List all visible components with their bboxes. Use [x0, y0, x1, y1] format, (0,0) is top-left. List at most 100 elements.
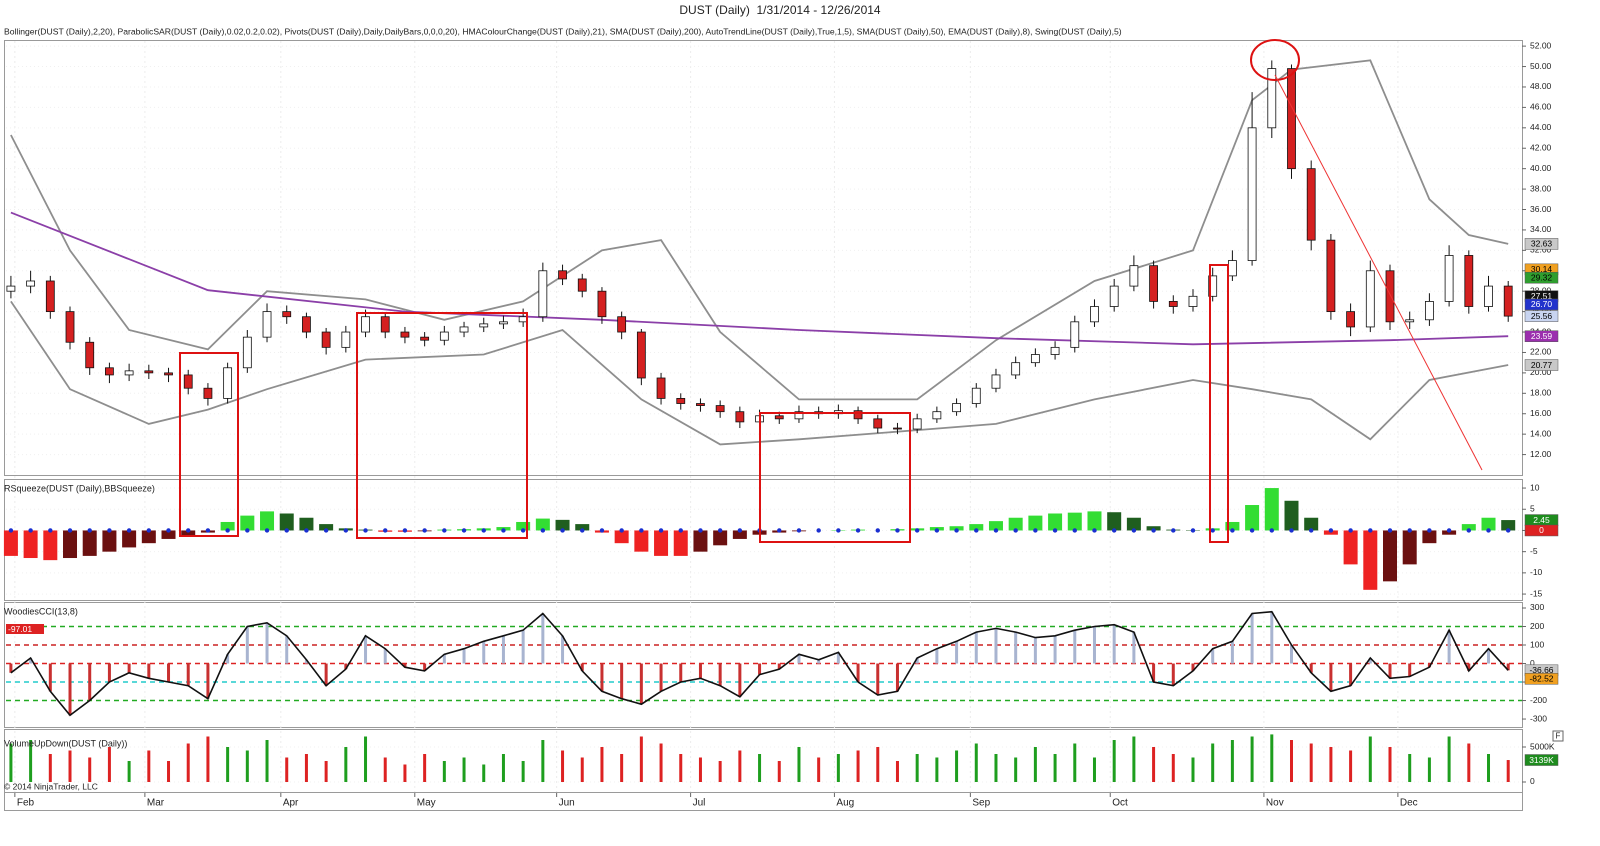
squeeze-box [1209, 264, 1229, 543]
volume-bar [324, 761, 328, 782]
volume-bar [777, 761, 781, 782]
squeeze-dot [914, 528, 920, 533]
volume-bar [856, 750, 860, 782]
volume-bar [1112, 740, 1116, 782]
squeeze-dot [1190, 528, 1196, 533]
cci-bar [1447, 630, 1451, 664]
candle-body [538, 270, 548, 318]
cci-bar [265, 622, 269, 664]
value-tag [1524, 271, 1559, 284]
squeeze-bar [279, 513, 294, 531]
squeeze-dot [422, 528, 427, 533]
cci-bar [797, 654, 801, 664]
candle-body [499, 321, 508, 325]
squeeze-dot [67, 528, 73, 533]
volume-bar [521, 761, 525, 782]
panel-title: WoodiesCCI(13,8) [4, 606, 78, 616]
volume-bar [1191, 757, 1195, 782]
squeeze-bar [141, 530, 156, 544]
candle-body [1385, 270, 1395, 323]
squeeze-dot [698, 528, 703, 533]
squeeze-dot [1072, 528, 1077, 533]
cci-bar [561, 635, 565, 664]
y-tick-label: 28.00 [1530, 285, 1552, 295]
candle-body [1188, 295, 1198, 307]
cci-bar [344, 663, 348, 670]
squeeze-bar [122, 530, 137, 548]
squeeze-dot [816, 528, 821, 533]
candle-body [1208, 275, 1218, 297]
squeeze-bar [23, 530, 38, 559]
value-tag-label: 30.14 [1531, 264, 1553, 274]
candle-body [105, 367, 114, 376]
squeeze-dot [48, 528, 53, 533]
squeeze-dot [1348, 528, 1353, 533]
volume-bar [955, 750, 959, 782]
cci-bar [285, 635, 289, 664]
squeeze-dot [383, 528, 388, 533]
squeeze-dot [501, 528, 506, 533]
cci-bar [1014, 632, 1018, 664]
y-tick-label: 10 [1530, 482, 1540, 492]
cci-bar [777, 663, 781, 670]
cci-bar [580, 663, 584, 671]
y-tick-label: 44.00 [1530, 122, 1552, 132]
volume-bar [1152, 747, 1156, 782]
squeeze-bar [1383, 530, 1398, 582]
volume-bar [1171, 754, 1175, 782]
cci-bar [1112, 624, 1116, 664]
squeeze-dot [520, 528, 526, 533]
volume-bar [718, 761, 722, 782]
squeeze-dot [1092, 528, 1097, 533]
value-tag [1524, 310, 1559, 322]
candle-body [65, 311, 75, 343]
candle-body [85, 341, 95, 369]
volume-bar [1033, 747, 1037, 782]
squeeze-dot [1289, 528, 1294, 533]
volume-bar [29, 740, 33, 782]
cci-bar [1309, 663, 1313, 673]
squeeze-bar [732, 530, 747, 539]
candle-body [459, 326, 469, 333]
candle-body [144, 370, 154, 374]
squeeze-dot [1368, 528, 1373, 533]
squeeze-dot [1111, 528, 1117, 533]
y-tick-label: 34.00 [1530, 224, 1552, 234]
squeeze-dot [1328, 528, 1334, 533]
squeeze-dot [1151, 528, 1156, 533]
volume-bar [797, 747, 801, 782]
candle-body [321, 331, 331, 348]
volume-bar [245, 750, 249, 782]
y-tick-label: 38.00 [1530, 183, 1552, 193]
squeeze-dot [737, 528, 743, 533]
squeeze-bar [1284, 500, 1299, 531]
volume-bar [541, 740, 545, 782]
squeeze-dot [796, 528, 802, 533]
candle-body [617, 316, 627, 333]
x-tick-label: Dec [1400, 798, 1418, 809]
cci-bar [1132, 632, 1136, 664]
value-tag-label: 23.59 [1531, 331, 1553, 341]
y-tick-label: 46.00 [1530, 102, 1552, 112]
squeeze-dot [28, 528, 33, 533]
cci-bar [758, 663, 762, 675]
cci-bar [659, 663, 663, 692]
squeeze-dot [954, 528, 959, 533]
candle-body [971, 387, 981, 404]
squeeze-bar [1343, 530, 1358, 565]
volume-bar [895, 761, 899, 782]
candle-body [1267, 68, 1277, 129]
squeeze-bar [1501, 520, 1516, 531]
cci-bar [1388, 663, 1392, 679]
candle-body [479, 323, 489, 328]
squeeze-box [759, 412, 911, 543]
value-tag-label: 20.77 [1531, 360, 1553, 370]
y-tick-label: 42.00 [1530, 142, 1552, 152]
candle-body [715, 405, 725, 413]
cci-bar [1250, 613, 1254, 664]
candle-body [203, 387, 213, 399]
volume-bar [1230, 740, 1234, 782]
squeeze-dot [87, 528, 92, 533]
cci-bar [994, 628, 998, 664]
x-tick-label: Apr [283, 798, 299, 809]
